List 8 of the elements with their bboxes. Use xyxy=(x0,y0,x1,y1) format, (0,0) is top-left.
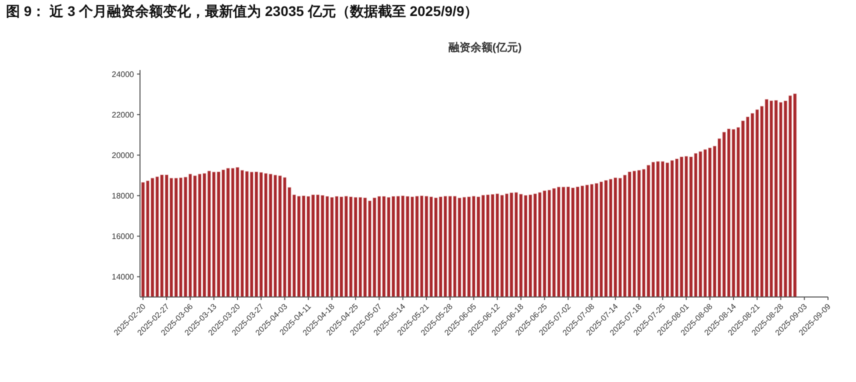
y-tick-label: 16000 xyxy=(112,232,135,242)
y-tick-label: 14000 xyxy=(112,272,135,282)
chart-subtitle: 融资余额(亿元) xyxy=(448,41,522,54)
y-tick-label: 22000 xyxy=(112,110,135,120)
y-tick-label: 20000 xyxy=(112,151,135,160)
chart-title: 图 9： 近 3 个月融资余额变化，最新值为 23035 亿元（数据截至 2025/9/9） xyxy=(6,3,478,19)
y-tick-label: 24000 xyxy=(112,70,135,80)
y-tick-label: 18000 xyxy=(112,192,135,201)
